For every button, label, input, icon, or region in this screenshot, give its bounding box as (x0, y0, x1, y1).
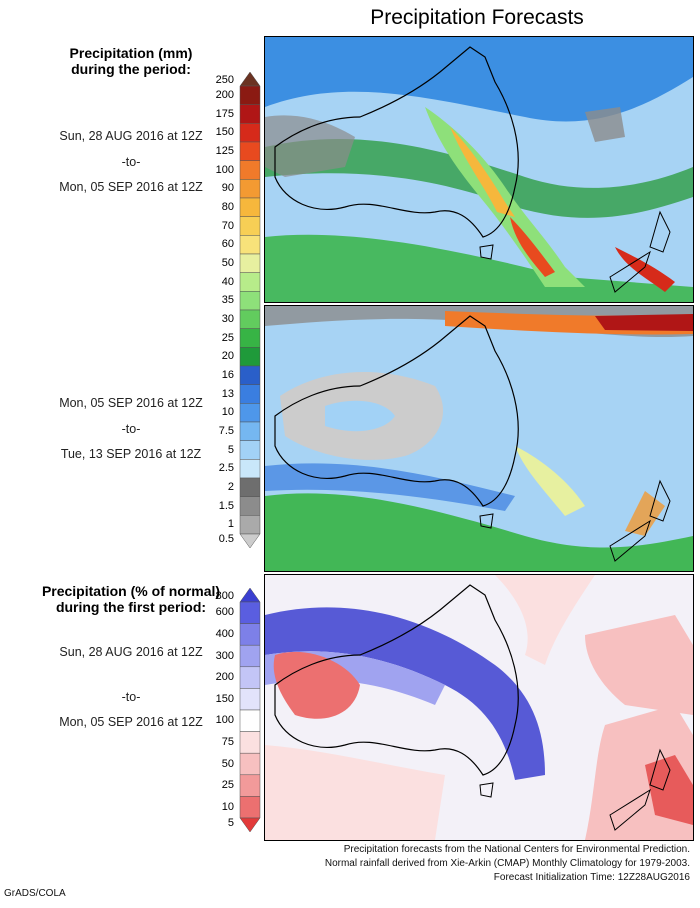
precip-legend-label: 50 (221, 256, 234, 269)
precip-legend-label: 80 (221, 200, 234, 213)
period2-to: Tue, 13 SEP 2016 at 12Z (60, 447, 202, 461)
pct-legend-swatch (239, 601, 261, 624)
precip-legend-label: 100 (215, 163, 234, 176)
precip-colorbar (239, 72, 261, 548)
pct-legend-swatch (239, 644, 261, 668)
pct-period-sep: -to- (121, 690, 141, 704)
period2-from: Mon, 05 SEP 2016 at 12Z (59, 396, 203, 410)
pct-heading-line1: Precipitation (% of normal) (41, 583, 221, 599)
precip-legend-label: 70 (221, 219, 234, 232)
period1-to: Mon, 05 SEP 2016 at 12Z (59, 180, 203, 194)
precip-legend-swatch (239, 216, 261, 236)
page-title: Precipitation Forecasts (370, 6, 584, 29)
precip-legend-label: 1 (227, 518, 234, 531)
precip-legend-label: 10 (221, 406, 234, 419)
precip-legend-swatch (239, 421, 261, 441)
precip-legend-label: 200 (215, 88, 234, 101)
period1-from: Sun, 28 AUG 2016 at 12Z (59, 129, 203, 143)
pct-legend-label: 200 (215, 671, 234, 684)
precip-legend-label: 16 (221, 368, 234, 381)
footer-source: Precipitation forecasts from the Nationa… (343, 844, 690, 855)
pct-legend-label: 400 (215, 627, 234, 640)
pct-legend-label: 50 (221, 757, 234, 770)
pct-legend-swatch (239, 774, 261, 797)
pct-colorbar (239, 588, 261, 832)
precip-legend-swatch (239, 179, 261, 199)
precip-legend-label: 250 (215, 73, 234, 86)
precip-legend-label: 40 (221, 275, 234, 288)
precip-legend-label: 7.5 (218, 424, 234, 437)
precip-legend-label: 30 (221, 312, 234, 325)
precip-legend-swatch (239, 496, 261, 516)
precip-legend-swatch (239, 459, 261, 479)
precip-legend-label: 1.5 (218, 499, 234, 512)
pct-legend-swatch (239, 752, 261, 776)
pct-legend-label: 800 (215, 589, 234, 602)
precip-legend-swatch (239, 384, 261, 404)
precip-legend-swatch (239, 533, 261, 548)
precip-legend-label: 175 (215, 107, 234, 120)
pct-legend-swatch (239, 588, 261, 603)
precip-legend-label: 0.5 (218, 533, 234, 546)
pct-legend-swatch (239, 688, 261, 711)
pct-legend-label: 10 (221, 800, 234, 813)
footer-climatology: Normal rainfall derived from Xie-Arkin (… (324, 858, 690, 869)
pct-period-to: Mon, 05 SEP 2016 at 12Z (59, 715, 203, 729)
precip-legend-swatch (239, 309, 261, 329)
precip-legend-label: 60 (221, 238, 234, 251)
precip-legend-swatch (239, 477, 261, 497)
precip-map-period1 (264, 36, 694, 303)
pct-legend-swatch (239, 666, 261, 689)
precip-legend-swatch (239, 272, 261, 292)
pct-legend-label: 75 (221, 735, 234, 748)
precip-legend-swatch (239, 235, 261, 255)
precip-map-period2 (264, 305, 694, 572)
pct-legend-swatch (239, 796, 261, 819)
pct-heading-line2: during the first period: (55, 599, 207, 615)
period2-sep: -to- (121, 422, 141, 436)
precip-legend-swatch (239, 104, 261, 124)
precip-legend-swatch (239, 365, 261, 385)
precip-legend-swatch (239, 291, 261, 311)
precip-heading-line2: during the period: (71, 61, 191, 77)
precip-legend-label: 5 (227, 443, 234, 456)
precip-legend-label: 13 (221, 387, 234, 400)
precip-legend-swatch (239, 85, 261, 105)
precip-legend-label: 2.5 (218, 462, 234, 475)
pct-legend-label: 600 (215, 606, 234, 619)
footer-init-time: Forecast Initialization Time: 12Z28AUG20… (493, 872, 690, 883)
precip-legend-label: 150 (215, 126, 234, 139)
precip-legend-swatch (239, 440, 261, 460)
period1-sep: -to- (121, 155, 141, 169)
precip-legend-label: 2 (227, 480, 234, 493)
precip-legend-label: 20 (221, 350, 234, 363)
pct-legend-swatch (239, 817, 261, 832)
precip-legend-swatch (239, 347, 261, 367)
precip-legend-swatch (239, 160, 261, 180)
precip-legend-label: 35 (221, 294, 234, 307)
pct-period-from: Sun, 28 AUG 2016 at 12Z (59, 645, 203, 659)
precip-legend-swatch (239, 72, 261, 87)
precip-heading-line1: Precipitation (mm) (69, 45, 193, 61)
precip-legend-swatch (239, 141, 261, 161)
pct-legend-label: 25 (221, 779, 234, 792)
pct-legend-label: 100 (215, 714, 234, 727)
pct-legend-swatch (239, 623, 261, 646)
pct-legend-swatch (239, 709, 261, 732)
credit: GrADS/COLA (4, 888, 66, 899)
pct-legend-label: 150 (215, 692, 234, 705)
pct-normal-map (264, 574, 694, 841)
pct-legend-swatch (239, 731, 261, 754)
precip-legend-swatch (239, 253, 261, 273)
precip-legend-label: 125 (215, 144, 234, 157)
precip-legend-label: 90 (221, 182, 234, 195)
pct-legend-label: 300 (215, 649, 234, 662)
precip-legend-swatch (239, 123, 261, 143)
precip-legend-swatch (239, 515, 261, 535)
precip-legend-swatch (239, 403, 261, 423)
pct-legend-label: 5 (227, 817, 234, 830)
precip-legend-label: 25 (221, 331, 234, 344)
precip-legend-swatch (239, 328, 261, 348)
precip-legend-swatch (239, 197, 261, 217)
